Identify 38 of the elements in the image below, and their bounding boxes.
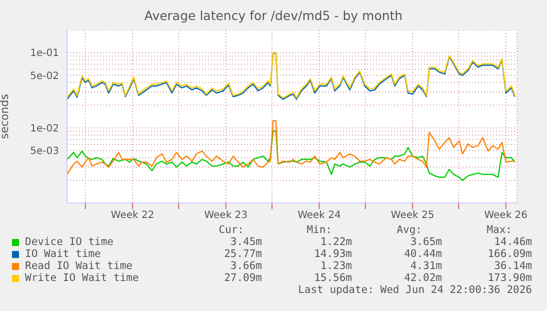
legend-label: Device IO time xyxy=(25,236,114,248)
text: 3.65m xyxy=(409,236,442,248)
y-axis-title: seconds xyxy=(0,94,11,139)
text: 27.09m xyxy=(223,272,262,284)
text: Avg: xyxy=(396,224,423,236)
text: 3.45m xyxy=(229,236,262,248)
text: Cur: xyxy=(218,224,245,236)
y-tick-label: 5e-03 xyxy=(30,146,59,157)
text: 14.93m xyxy=(313,248,352,260)
x-tick-label: Week 26 xyxy=(484,210,528,222)
text: 1.22m xyxy=(319,236,352,248)
text: 4.31m xyxy=(409,260,442,272)
text: 40.44m xyxy=(403,248,442,260)
y-tick-label: 1e-02 xyxy=(30,123,59,134)
text: 14.46m xyxy=(493,236,532,248)
text: Max: xyxy=(486,224,513,236)
line-series xyxy=(67,120,516,176)
text: 166.09m xyxy=(486,248,532,260)
y-tick-label: 5e-02 xyxy=(30,70,59,82)
text: Min: xyxy=(306,224,333,236)
legend-label: Write IO Wait time xyxy=(25,272,139,284)
text: 15.56m xyxy=(313,272,352,284)
text: 1.23m xyxy=(319,260,352,272)
text: 3.66m xyxy=(229,260,262,272)
chart-title: Average latency for /dev/md5 - by month xyxy=(143,8,404,23)
legend-label: IO Wait time xyxy=(25,248,101,260)
text: Last update: Wed Jun 24 22:00:36 2026 xyxy=(297,284,532,296)
x-tick-label: Week 25 xyxy=(390,210,434,222)
text: 42.02m xyxy=(403,272,442,284)
x-tick-label: Week 24 xyxy=(298,210,341,222)
y-tick-label: 1e-01 xyxy=(30,48,59,60)
x-tick-label: Week 22 xyxy=(110,210,154,222)
text: 36.14m xyxy=(493,260,532,272)
line-series xyxy=(67,130,516,181)
x-tick-label: Week 23 xyxy=(204,210,248,222)
legend-label: Read IO Wait time xyxy=(25,260,132,272)
text: 25.77m xyxy=(223,248,262,260)
text: 173.90m xyxy=(486,272,532,284)
